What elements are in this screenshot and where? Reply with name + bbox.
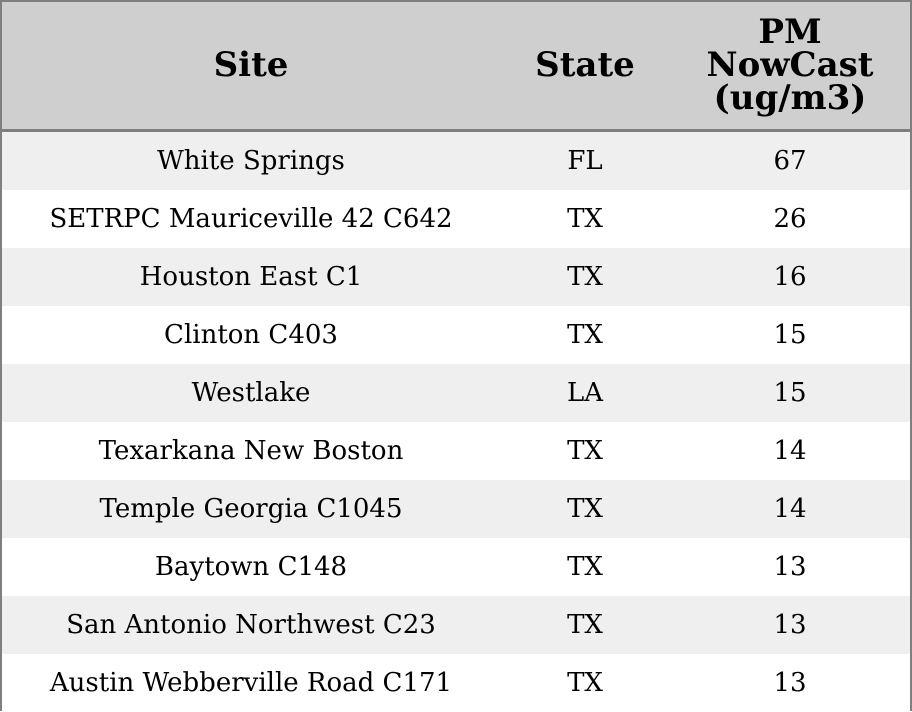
state-cell: LA — [566, 378, 604, 408]
site-cell: Texarkana New Boston — [98, 436, 404, 466]
pm-value-cell: 15 — [773, 378, 807, 408]
pm-value-cell: 13 — [773, 610, 807, 640]
table-row: Clinton C403 TX 15 — [2, 306, 910, 364]
state-cell: TX — [567, 320, 603, 350]
table-row: Temple Georgia C1045 TX 14 — [2, 480, 910, 538]
site-cell: San Antonio Northwest C23 — [66, 610, 436, 640]
pm-value-cell: 14 — [773, 494, 807, 524]
table-row: Austin Webberville Road C171 TX 13 — [2, 654, 910, 712]
pm-value-cell: 13 — [773, 552, 807, 582]
table-row: SETRPC Mauriceville 42 C642 TX 26 — [2, 190, 910, 248]
header-state: State — [535, 45, 635, 85]
pm-value-cell: 13 — [773, 668, 807, 698]
state-cell: TX — [567, 552, 603, 582]
table-row: White Springs FL 67 — [2, 132, 910, 190]
site-cell: Austin Webberville Road C171 — [49, 668, 453, 698]
table-row: Houston East C1 TX 16 — [2, 248, 910, 306]
state-cell: FL — [567, 146, 603, 176]
header-pm-line-2: NowCast — [706, 45, 874, 85]
site-cell: White Springs — [157, 146, 345, 176]
header-pm-line-1: PM — [758, 12, 822, 52]
table-row: Baytown C148 TX 13 — [2, 538, 910, 596]
site-cell: Baytown C148 — [154, 552, 348, 582]
state-cell: TX — [567, 668, 603, 698]
state-cell: TX — [567, 494, 603, 524]
site-cell: Clinton C403 — [164, 320, 338, 350]
site-cell: Temple Georgia C1045 — [99, 494, 403, 524]
table-header: Site State PM NowCast (ug/m3) — [2, 2, 910, 132]
state-cell: TX — [567, 436, 603, 466]
site-cell: Westlake — [191, 378, 311, 408]
state-cell: TX — [567, 610, 603, 640]
table-row: Westlake LA 15 — [2, 364, 910, 422]
state-cell: TX — [567, 262, 603, 292]
header-pm-line-3: (ug/m3) — [713, 78, 867, 118]
pm-value-cell: 26 — [773, 204, 807, 234]
pm-value-cell: 15 — [773, 320, 807, 350]
table-body: White Springs FL 67 SETRPC Mauriceville … — [2, 132, 910, 712]
table-row: San Antonio Northwest C23 TX 13 — [2, 596, 910, 654]
state-cell: TX — [567, 204, 603, 234]
pm-value-cell: 16 — [773, 262, 807, 292]
header-pm-nowcast: PM NowCast (ug/m3) — [670, 2, 910, 131]
table-row: Texarkana New Boston TX 14 — [2, 422, 910, 480]
header-site: Site — [213, 45, 289, 85]
site-cell: SETRPC Mauriceville 42 C642 — [49, 204, 453, 234]
pm-value-cell: 14 — [773, 436, 807, 466]
pm-value-cell: 67 — [773, 146, 807, 176]
site-cell: Houston East C1 — [139, 262, 363, 292]
